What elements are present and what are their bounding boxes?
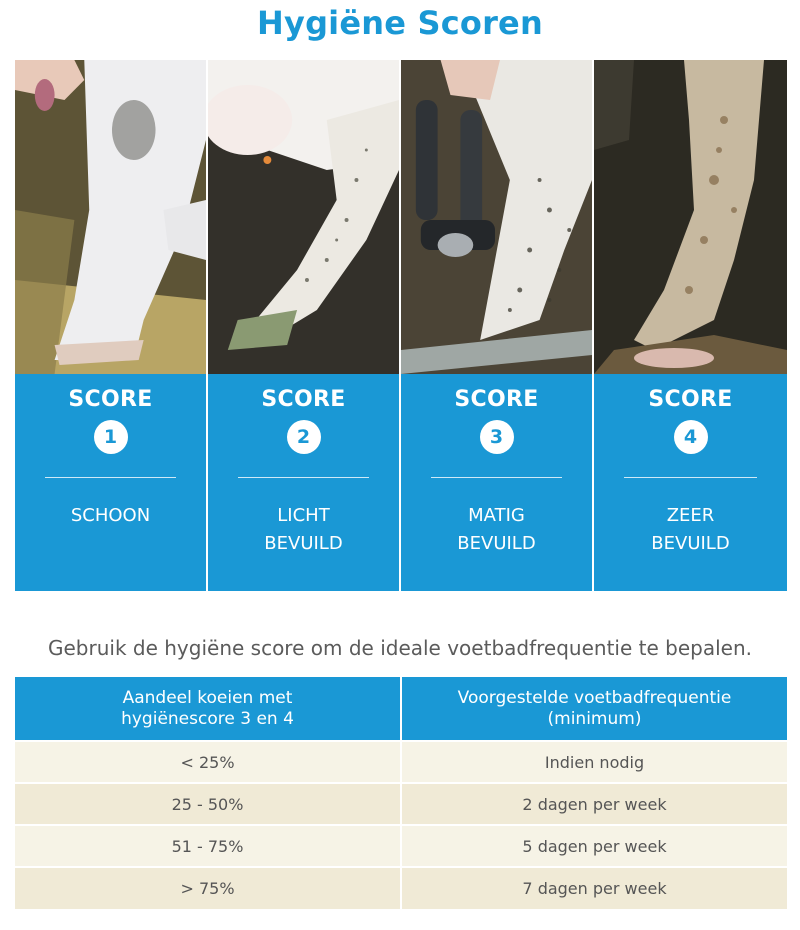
divider [238,477,369,478]
cow-leg-photo-score-2 [208,60,399,374]
score-panel-3: SCORE 3 MATIG BEVUILD [401,374,592,591]
frequency-cell: 5 dagen per week [401,824,787,867]
score-card-1: SCORE 1 SCHOON [15,60,208,591]
table-row: > 75% 7 dagen per week [15,866,787,909]
score-card-2: SCORE 2 LICHT BEVUILD [208,60,401,591]
share-cell: 51 - 75% [15,824,402,867]
table-row: < 25% Indien nodig [15,740,787,783]
score-label: SCORE [261,387,346,412]
score-number-badge: 4 [673,420,708,454]
divider [45,477,176,478]
frequency-cell: 7 dagen per week [401,866,787,909]
table-header-row: Aandeel koeien met hygiënescore 3 en 4 V… [15,677,787,741]
score-description: SCHOON [70,505,151,526]
frequency-cell: 2 dagen per week [401,782,787,825]
score-label: SCORE [68,387,153,412]
table-row: 51 - 75% 5 dagen per week [15,824,787,867]
share-cell: < 25% [15,740,402,783]
score-description: MATIG BEVUILD [457,505,536,554]
footbath-frequency-table: Aandeel koeien met hygiënescore 3 en 4 V… [15,677,787,909]
score-label: SCORE [648,387,733,412]
header-footbath-frequency: Voorgestelde voetbadfrequentie (minimum) [401,677,787,741]
divider [431,477,562,478]
score-label: SCORE [454,387,539,412]
score-panel-1: SCORE 1 SCHOON [15,374,206,591]
score-panel-4: SCORE 4 ZEER BEVUILD [594,374,787,591]
share-cell: 25 - 50% [15,782,402,825]
score-panel-2: SCORE 2 LICHT BEVUILD [208,374,399,591]
score-description: LICHT BEVUILD [264,505,343,554]
score-card-4: SCORE 4 ZEER BEVUILD [594,60,787,591]
score-number-badge: 2 [286,420,321,454]
hygiene-score-grid: SCORE 1 SCHOON SCORE [15,60,787,591]
cow-leg-photo-score-3 [401,60,592,374]
intro-text: Gebruik de hygiëne score om de ideale vo… [48,636,752,660]
cow-leg-photo-score-4 [594,60,787,374]
share-cell: > 75% [15,866,402,909]
divider [624,477,757,478]
frequency-cell: Indien nodig [401,740,787,783]
score-card-3: SCORE 3 MATIG BEVUILD [401,60,594,591]
score-description: ZEER BEVUILD [651,505,730,554]
score-number-badge: 3 [479,420,514,454]
header-share-cows: Aandeel koeien met hygiënescore 3 en 4 [15,677,402,741]
table-row: 25 - 50% 2 dagen per week [15,782,787,825]
cow-leg-photo-score-1 [15,60,206,374]
score-number-badge: 1 [93,420,128,454]
page-title: Hygiëne Scoren [257,4,543,42]
